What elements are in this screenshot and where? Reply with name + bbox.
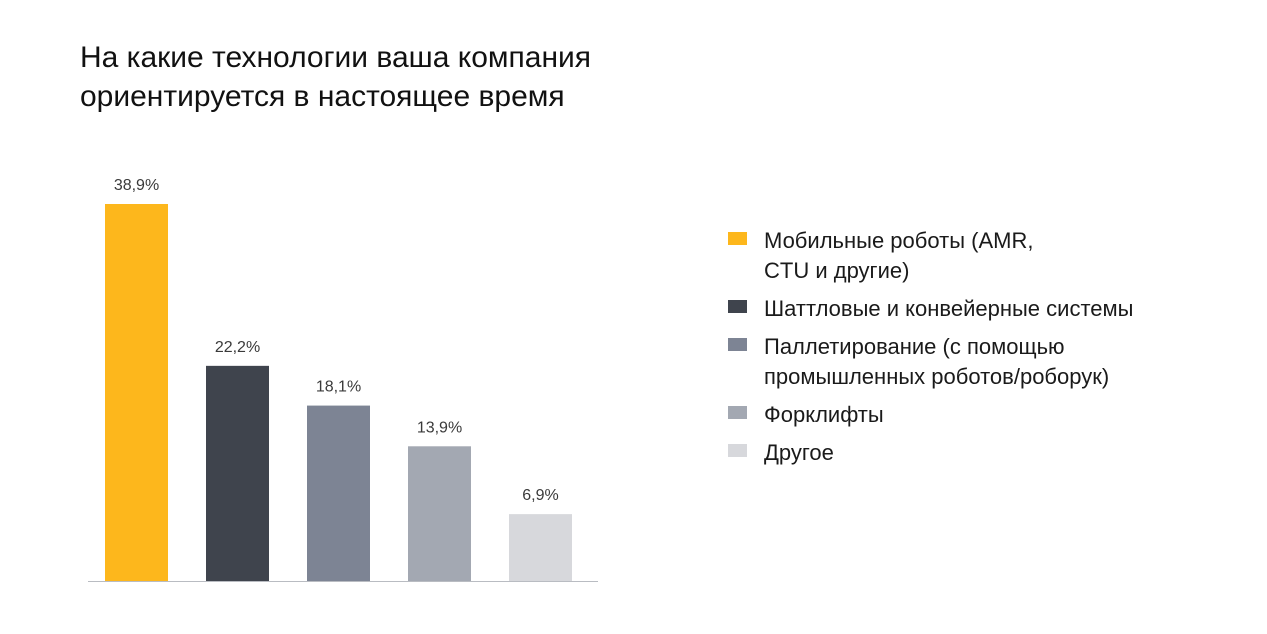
bar-3: [307, 405, 370, 581]
legend-swatch-3: [728, 338, 747, 351]
legend-item-1: Мобильные роботы (AMR, CTU и другие): [728, 226, 1248, 286]
legend-swatch-5: [728, 444, 747, 457]
legend-label-4: Форклифты: [764, 402, 884, 427]
bar-5: [509, 514, 572, 581]
legend-label-5: Другое: [764, 440, 834, 465]
legend-item-5: Другое: [728, 438, 1248, 468]
legend-item-4: Форклифты: [728, 400, 1248, 430]
bar-2: [206, 365, 269, 581]
chart-title: На какие технологии ваша компания ориент…: [80, 38, 720, 116]
bar-value-label-3: 18,1%: [316, 379, 361, 396]
legend-item-2: Шаттловые и конвейерные системы: [728, 294, 1248, 324]
bar-4: [408, 446, 471, 581]
chart-title-line-2: ориентируется в настоящее время: [80, 80, 565, 113]
legend-label-1: Мобильные роботы (AMR, CTU и другие): [764, 228, 1034, 283]
bar-1: [105, 204, 168, 581]
bar-value-label-2: 22,2%: [215, 339, 260, 356]
legend-label-2: Шаттловые и конвейерные системы: [764, 296, 1134, 321]
legend-swatch-4: [728, 406, 747, 419]
legend-label-3: Паллетирование (с помощью промышленных р…: [764, 334, 1110, 389]
legend-item-3: Паллетирование (с помощью промышленных р…: [728, 332, 1248, 392]
chart-title-line-1: На какие технологии ваша компания: [80, 41, 592, 74]
bar-value-label-1: 38,9%: [114, 177, 159, 194]
chart-legend: Мобильные роботы (AMR, CTU и другие) Шатт…: [728, 226, 1248, 476]
bar-value-label-4: 13,9%: [417, 419, 462, 436]
bar-value-label-5: 6,9%: [522, 487, 558, 504]
legend-swatch-2: [728, 300, 747, 313]
legend-swatch-1: [728, 232, 747, 245]
